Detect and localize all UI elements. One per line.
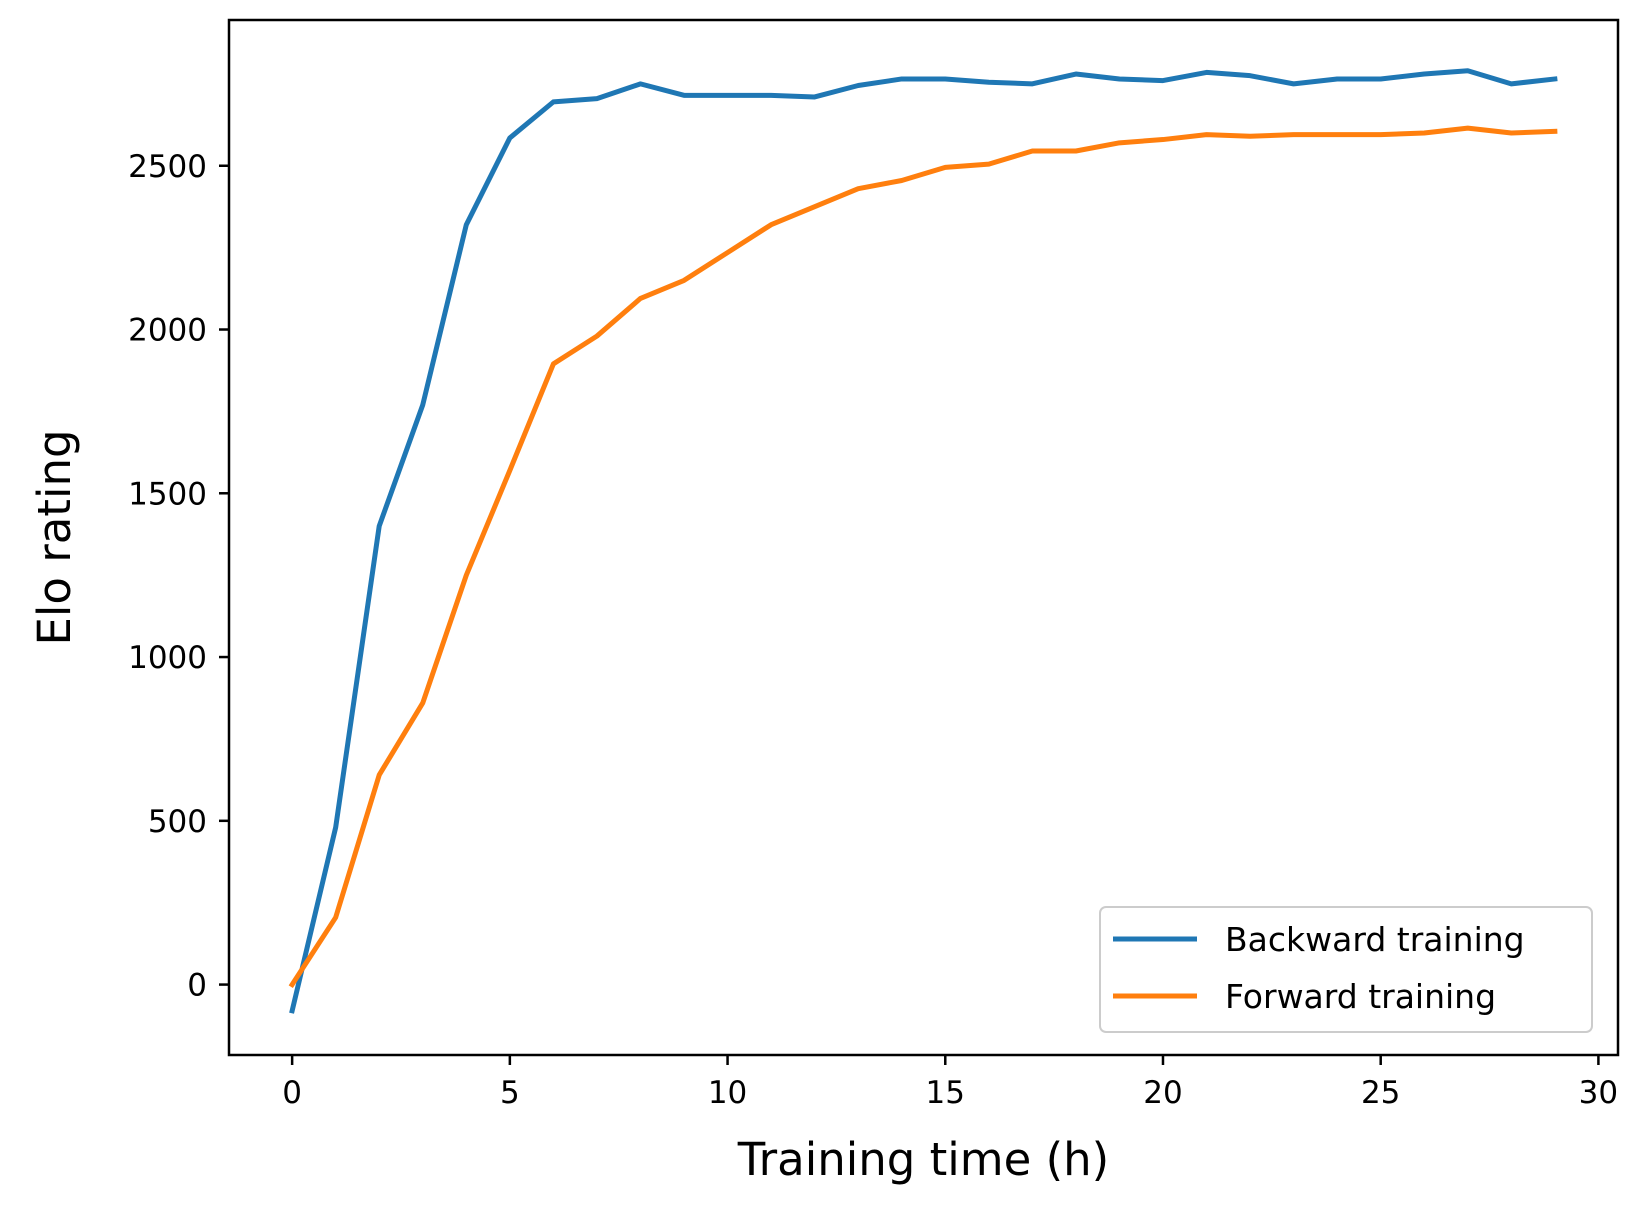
y-tick-label: 0 (187, 968, 207, 1004)
x-tick-label: 25 (1361, 1075, 1400, 1111)
legend-label-backward: Backward training (1225, 920, 1525, 959)
y-tick-label: 1500 (128, 476, 207, 512)
x-tick-label: 15 (926, 1075, 965, 1111)
x-tick-label: 5 (500, 1075, 520, 1111)
x-axis-label: Training time (h) (737, 1133, 1109, 1186)
plot-frame (227, 18, 1620, 1057)
series-layer (288, 68, 1558, 1014)
series-line-forward-training (288, 125, 1558, 989)
legend-label-forward: Forward training (1225, 977, 1496, 1016)
y-tick-label: 2000 (128, 313, 207, 349)
y-axis-label: Elo rating (28, 429, 81, 645)
y-tick-label: 500 (148, 804, 207, 840)
x-tick-label: 30 (1579, 1075, 1618, 1111)
y-tick-label: 1000 (128, 640, 207, 676)
legend-box (1099, 906, 1593, 1033)
x-tick-label: 10 (708, 1075, 747, 1111)
x-tick-label: 20 (1143, 1075, 1182, 1111)
axes-layer: 0 5 10 15 20 25 30 0 500 1000 1500 2000 2500 (128, 149, 1618, 1111)
plot-area (229, 20, 1618, 1055)
x-tick-label: 0 (282, 1075, 302, 1111)
y-tick-label: 2500 (128, 149, 207, 185)
legend: Backward training Forward training (1099, 906, 1593, 1033)
series-line-backward-training (289, 68, 1558, 1014)
